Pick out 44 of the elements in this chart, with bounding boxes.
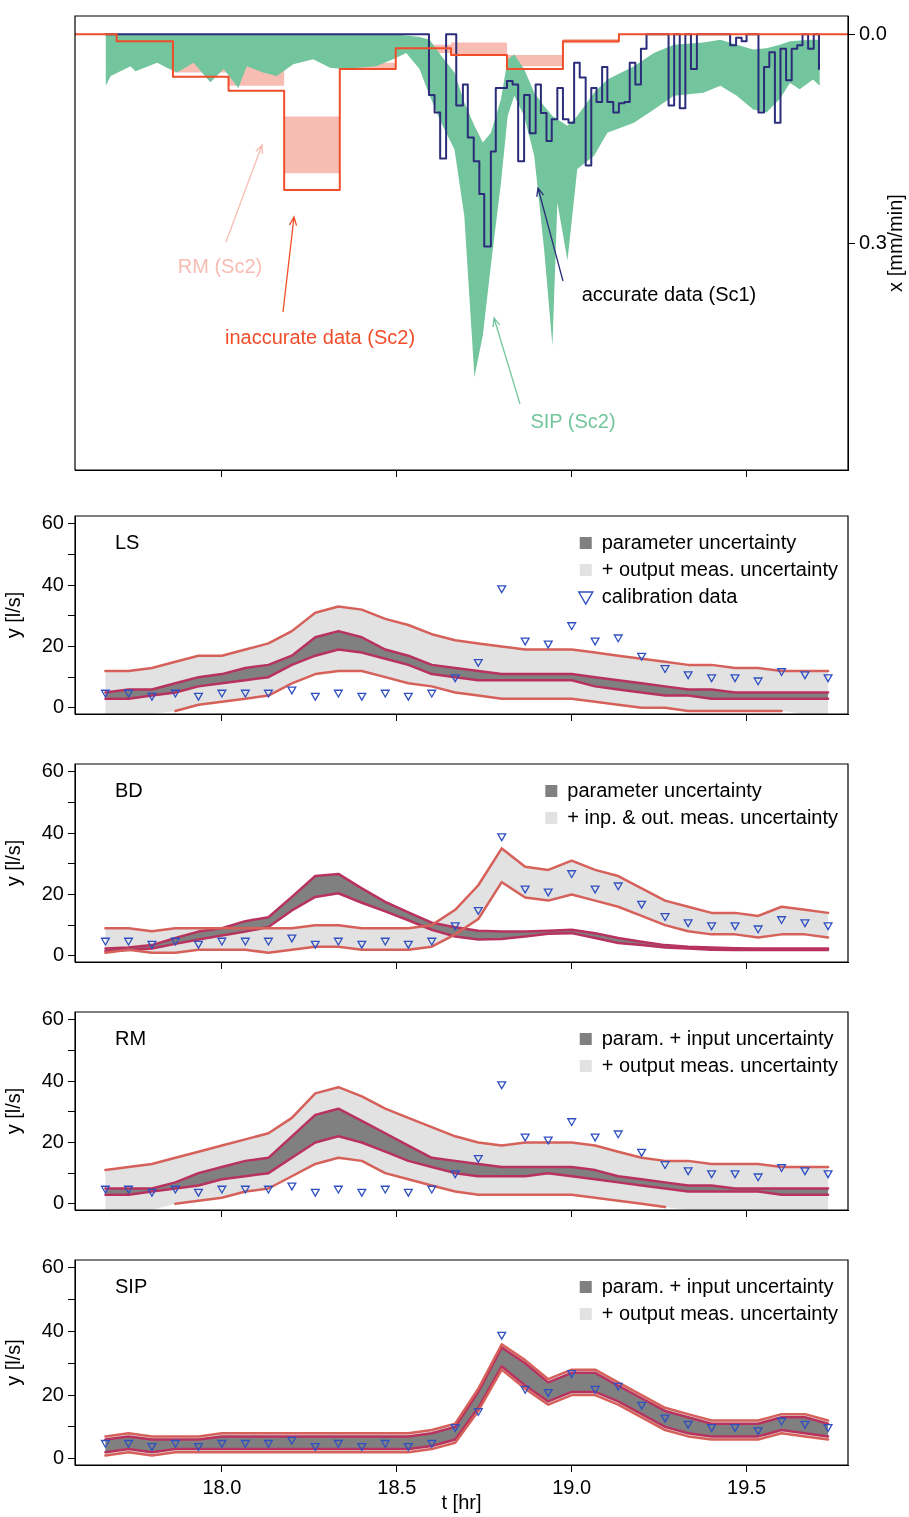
legend-label: + output meas. uncertainty xyxy=(601,1053,838,1076)
y-tick-label: 20 xyxy=(41,1129,64,1152)
y-axis-title: y [l/s] xyxy=(1,1087,24,1135)
y-tick-label: 40 xyxy=(41,1319,64,1342)
legend-label: param. + input uncertainty xyxy=(601,1026,834,1049)
y-tick-label: 60 xyxy=(41,759,64,782)
y-axis-title: y [l/s] xyxy=(1,1339,24,1386)
y2-tick-label: 0.3 xyxy=(859,231,887,254)
legend-label: parameter uncertainty xyxy=(601,530,797,553)
y-tick-label: 0 xyxy=(52,943,64,966)
legend-label: SIP (Sc2) xyxy=(530,409,616,432)
text: LS xyxy=(115,530,140,553)
legend-label: parameter uncertainty xyxy=(567,778,762,801)
y-tick-label: 40 xyxy=(41,572,64,595)
legend-label: param. + input uncertainty xyxy=(601,1274,834,1297)
legend-label: calibration data xyxy=(601,584,739,607)
y-tick-label: 40 xyxy=(41,1068,64,1091)
y-tick-label: 20 xyxy=(41,633,64,656)
x-tick-label: 19.5 xyxy=(727,1475,767,1498)
text: SIP xyxy=(115,1274,148,1297)
legend-label: + output meas. uncertainty xyxy=(601,557,838,580)
y-tick-label: 20 xyxy=(41,881,64,904)
y2-tick-label: 0.0 xyxy=(859,21,887,44)
y-tick-label: 20 xyxy=(41,1382,64,1405)
y-tick-label: 60 xyxy=(41,1255,64,1278)
text: inaccurate data (Sc2) xyxy=(224,325,416,348)
y-axis-title: y [l/s] xyxy=(1,839,24,887)
y-tick-label: 60 xyxy=(41,511,64,534)
text: accurate data (Sc1) xyxy=(581,282,757,305)
x-axis-title: t [hr] xyxy=(441,1490,482,1513)
x-tick-label: 18.5 xyxy=(377,1475,417,1498)
text: BD xyxy=(115,778,143,801)
x-tick-label: 19.0 xyxy=(552,1475,592,1498)
x-tick-label: 18.0 xyxy=(202,1475,242,1498)
y-tick-label: 0 xyxy=(52,1191,64,1214)
y-tick-label: 0 xyxy=(52,695,64,718)
y-tick-label: 60 xyxy=(41,1007,64,1030)
legend-label: RM (Sc2) xyxy=(177,254,263,277)
legend-label: + inp. & out. meas. uncertainty xyxy=(567,805,838,828)
y-tick-label: 0 xyxy=(52,1446,64,1469)
y-tick-label: 40 xyxy=(41,820,64,843)
legend-label: + output meas. uncertainty xyxy=(601,1301,838,1324)
text: RM xyxy=(115,1026,147,1049)
y-axis-title: y [l/s] xyxy=(1,591,24,639)
